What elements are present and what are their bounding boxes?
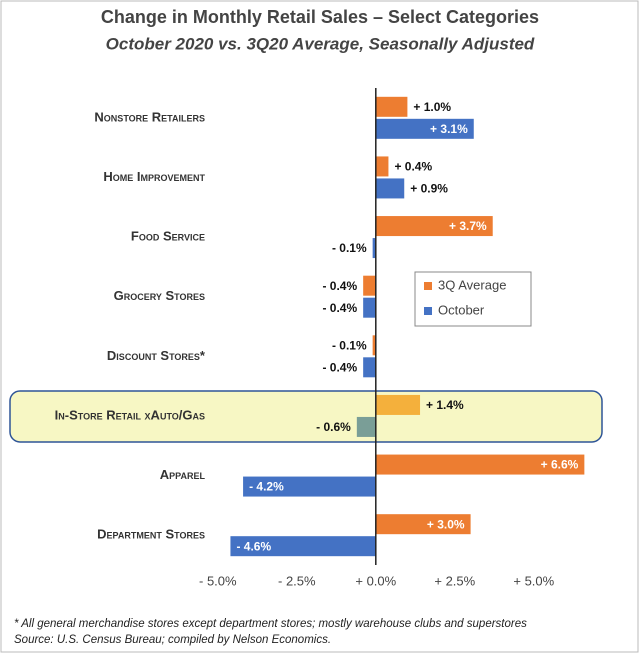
bar bbox=[372, 238, 376, 259]
bar bbox=[375, 118, 474, 139]
legend-swatch bbox=[424, 307, 432, 315]
footnote: * All general merchandise stores except … bbox=[14, 618, 527, 630]
category-label: In-Store Retail xAuto/Gas bbox=[55, 407, 205, 422]
category-label: Grocery Stores bbox=[114, 288, 205, 303]
legend-swatch bbox=[424, 282, 432, 290]
bar bbox=[375, 514, 471, 535]
footnote: Source: U.S. Census Bureau; compiled by … bbox=[14, 634, 331, 646]
value-label: + 3.0% bbox=[427, 517, 465, 531]
category-label: Discount Stores* bbox=[107, 348, 206, 363]
category-label: Home Improvement bbox=[103, 169, 205, 184]
chart-subtitle: October 2020 vs. 3Q20 Average, Seasonall… bbox=[106, 34, 535, 53]
bar bbox=[230, 536, 376, 557]
x-tick-label: + 5.0% bbox=[513, 573, 554, 588]
legend-box bbox=[414, 271, 532, 327]
bar bbox=[363, 357, 376, 378]
category-label: Food Service bbox=[131, 229, 205, 244]
value-label: - 0.1% bbox=[332, 241, 367, 255]
highlight-box bbox=[9, 390, 603, 443]
value-label: + 3.7% bbox=[449, 219, 487, 233]
x-tick-label: + 2.5% bbox=[434, 573, 475, 588]
bar bbox=[372, 335, 376, 356]
category-label: Apparel bbox=[160, 467, 206, 482]
bar bbox=[375, 178, 405, 199]
value-label: - 0.1% bbox=[332, 338, 367, 352]
category-label: Department Stores bbox=[97, 527, 205, 542]
chart-title: Change in Monthly Retail Sales – Select … bbox=[101, 7, 539, 27]
bar bbox=[375, 156, 389, 177]
bar bbox=[363, 275, 376, 296]
value-label: - 4.6% bbox=[236, 539, 271, 553]
x-tick-label: + 0.0% bbox=[355, 573, 396, 588]
bar bbox=[243, 476, 376, 497]
value-label: - 4.2% bbox=[249, 480, 284, 494]
value-label: + 1.0% bbox=[413, 100, 451, 114]
category-label: Nonstore Retailers bbox=[94, 109, 205, 124]
value-label: - 0.4% bbox=[322, 279, 357, 293]
bar bbox=[356, 416, 376, 437]
bar bbox=[363, 297, 376, 318]
x-tick-label: - 5.0% bbox=[199, 573, 237, 588]
bar bbox=[375, 394, 421, 415]
value-label: + 0.9% bbox=[410, 182, 448, 196]
value-label: + 0.4% bbox=[394, 160, 432, 174]
value-label: + 6.6% bbox=[541, 458, 579, 472]
value-label: + 1.4% bbox=[426, 398, 464, 412]
legend-label: October bbox=[438, 302, 485, 317]
value-label: + 3.1% bbox=[430, 122, 468, 136]
bar bbox=[375, 96, 408, 117]
value-label: - 0.4% bbox=[322, 360, 357, 374]
bar bbox=[375, 216, 493, 237]
value-label: - 0.6% bbox=[316, 420, 351, 434]
x-tick-label: - 2.5% bbox=[278, 573, 316, 588]
value-label: - 0.4% bbox=[322, 301, 357, 315]
bar bbox=[375, 454, 585, 475]
legend-label: 3Q Average bbox=[438, 277, 506, 292]
